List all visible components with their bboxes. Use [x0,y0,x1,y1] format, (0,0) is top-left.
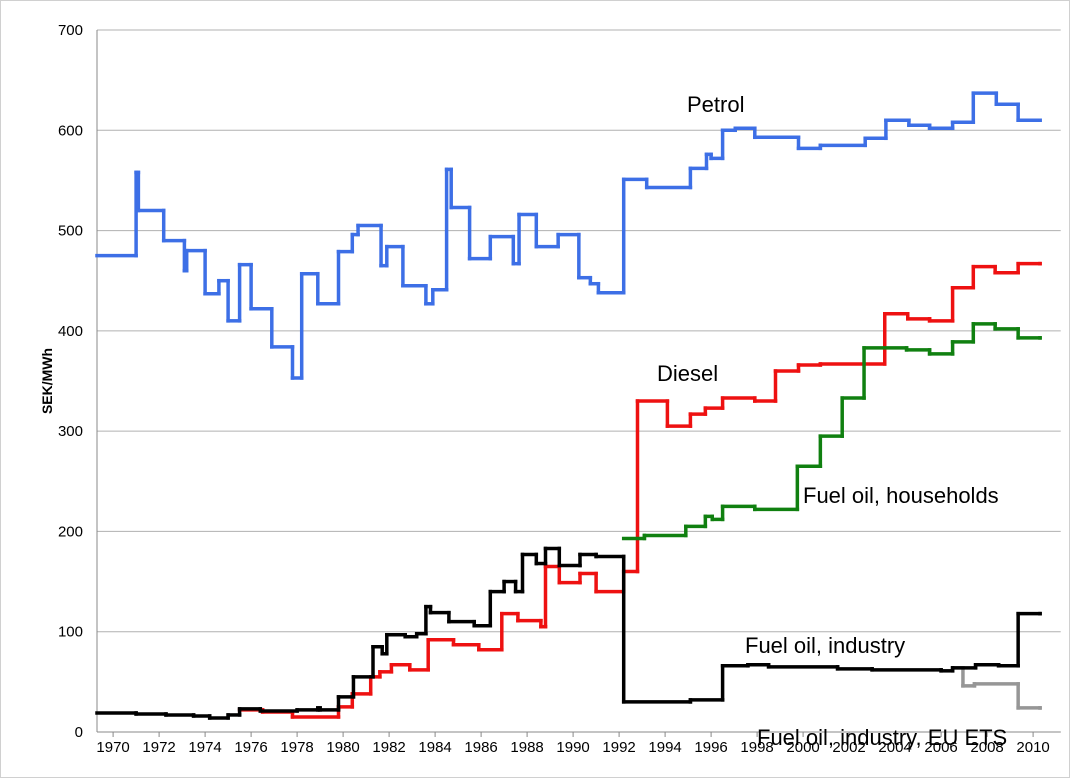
x-tick-label: 1978 [280,739,313,756]
y-tick-label: 200 [58,523,83,540]
y-tick-label: 300 [58,423,83,440]
series-label: Fuel oil, households [803,483,999,508]
y-axis-label: SEK/MWh [39,348,55,414]
x-tick-label: 1988 [510,739,543,756]
x-tick-label: 1972 [142,739,175,756]
x-tick-label: 1994 [648,739,681,756]
x-tick-label: 1970 [96,739,129,756]
x-tick-label: 1990 [556,739,589,756]
y-tick-label: 500 [58,223,83,240]
x-tick-label: 1974 [188,739,221,756]
x-tick-label: 2002 [832,739,865,756]
x-tick-label: 2006 [924,739,957,756]
x-tick-label: 1984 [418,739,451,756]
x-tick-label: 2008 [970,739,1003,756]
y-tick-label: 100 [58,624,83,641]
x-tick-label: 2000 [786,739,819,756]
x-tick-label: 1998 [740,739,773,756]
y-tick-label: 700 [58,22,83,39]
x-tick-label: 2010 [1016,739,1049,756]
x-tick-label: 1976 [234,739,267,756]
y-tick-label: 0 [75,724,83,741]
x-tick-label: 1992 [602,739,635,756]
y-tick-label: 400 [58,323,83,340]
x-tick-label: 1980 [326,739,359,756]
series-label: Fuel oil, industry, EU ETS [757,725,1007,750]
x-tick-label: 1982 [372,739,405,756]
series-label: Petrol [687,92,744,117]
series-label: Diesel [657,361,718,386]
x-tick-label: 2004 [878,739,911,756]
y-tick-label: 600 [58,122,83,139]
x-tick-label: 1986 [464,739,497,756]
series-label: Fuel oil, industry [745,633,905,658]
x-tick-label: 1996 [694,739,727,756]
